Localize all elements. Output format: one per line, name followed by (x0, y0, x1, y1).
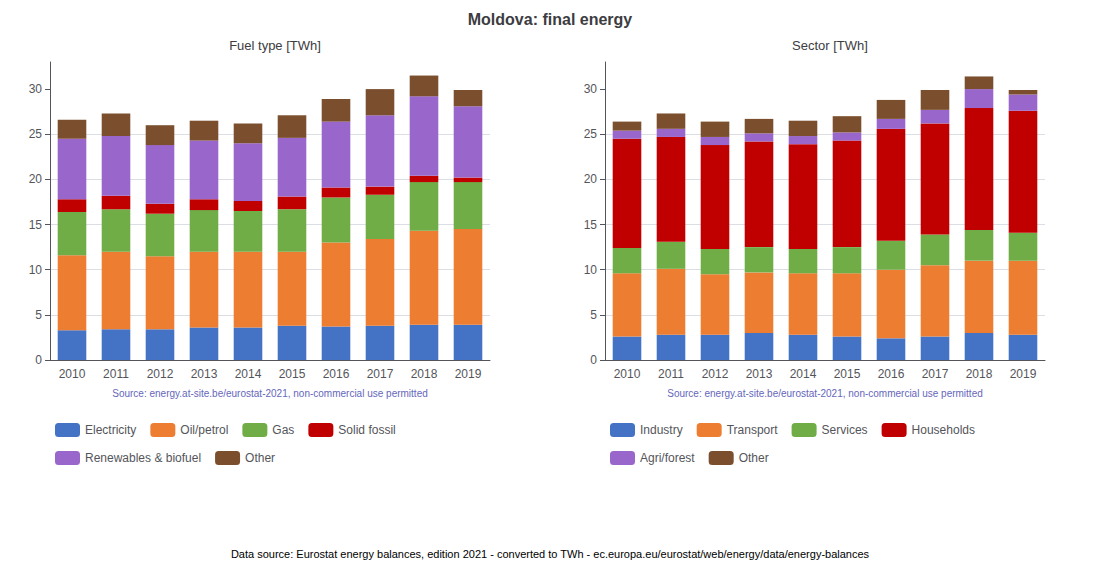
svg-text:10: 10 (29, 263, 43, 277)
svg-text:2013: 2013 (191, 367, 218, 381)
svg-text:20: 20 (29, 172, 43, 186)
svg-text:Renewables & biofuel: Renewables & biofuel (85, 451, 201, 465)
svg-text:Fuel type [TWh]: Fuel type [TWh] (229, 38, 321, 53)
svg-text:0: 0 (35, 353, 42, 367)
svg-text:Data source: Eurostat energy b: Data source: Eurostat energy balances, e… (231, 548, 870, 560)
svg-text:Moldova: final energy: Moldova: final energy (468, 11, 633, 28)
svg-text:2011: 2011 (658, 367, 684, 381)
svg-text:0: 0 (590, 353, 597, 367)
svg-text:Source: energy.at-site.be/euro: Source: energy.at-site.be/eurostat-2021,… (667, 388, 983, 399)
svg-text:2015: 2015 (834, 367, 861, 381)
svg-text:Electricity: Electricity (85, 423, 136, 437)
svg-text:25: 25 (29, 127, 43, 141)
svg-text:15: 15 (29, 218, 43, 232)
svg-text:20: 20 (584, 172, 598, 186)
svg-text:Oil/petrol: Oil/petrol (180, 423, 228, 437)
svg-text:2012: 2012 (147, 367, 174, 381)
svg-text:5: 5 (590, 308, 597, 322)
svg-text:2018: 2018 (966, 367, 993, 381)
svg-text:2010: 2010 (614, 367, 641, 381)
svg-text:2012: 2012 (702, 367, 729, 381)
svg-text:2014: 2014 (235, 367, 262, 381)
svg-text:2010: 2010 (59, 367, 86, 381)
svg-text:2014: 2014 (790, 367, 817, 381)
svg-text:2019: 2019 (455, 367, 482, 381)
svg-text:2011: 2011 (103, 367, 129, 381)
svg-text:2016: 2016 (323, 367, 350, 381)
svg-text:15: 15 (584, 218, 598, 232)
svg-text:10: 10 (584, 263, 598, 277)
svg-text:2019: 2019 (1010, 367, 1037, 381)
svg-text:Other: Other (739, 451, 769, 465)
svg-text:5: 5 (35, 308, 42, 322)
svg-text:2017: 2017 (367, 367, 394, 381)
svg-text:2017: 2017 (922, 367, 949, 381)
svg-text:30: 30 (29, 82, 43, 96)
svg-text:Households: Households (912, 423, 975, 437)
svg-text:25: 25 (584, 127, 598, 141)
svg-text:Solid fossil: Solid fossil (338, 423, 395, 437)
svg-text:2018: 2018 (411, 367, 438, 381)
svg-text:Other: Other (245, 451, 275, 465)
svg-text:Source: energy.at-site.be/euro: Source: energy.at-site.be/eurostat-2021,… (112, 388, 428, 399)
svg-text:Industry: Industry (640, 423, 683, 437)
svg-text:Transport: Transport (727, 423, 779, 437)
svg-text:30: 30 (584, 82, 598, 96)
svg-text:Sector [TWh]: Sector [TWh] (792, 38, 868, 53)
svg-text:Agri/forest: Agri/forest (640, 451, 695, 465)
svg-text:Services: Services (822, 423, 868, 437)
svg-text:2013: 2013 (746, 367, 773, 381)
svg-text:2016: 2016 (878, 367, 905, 381)
svg-text:Gas: Gas (272, 423, 294, 437)
svg-text:2015: 2015 (279, 367, 306, 381)
